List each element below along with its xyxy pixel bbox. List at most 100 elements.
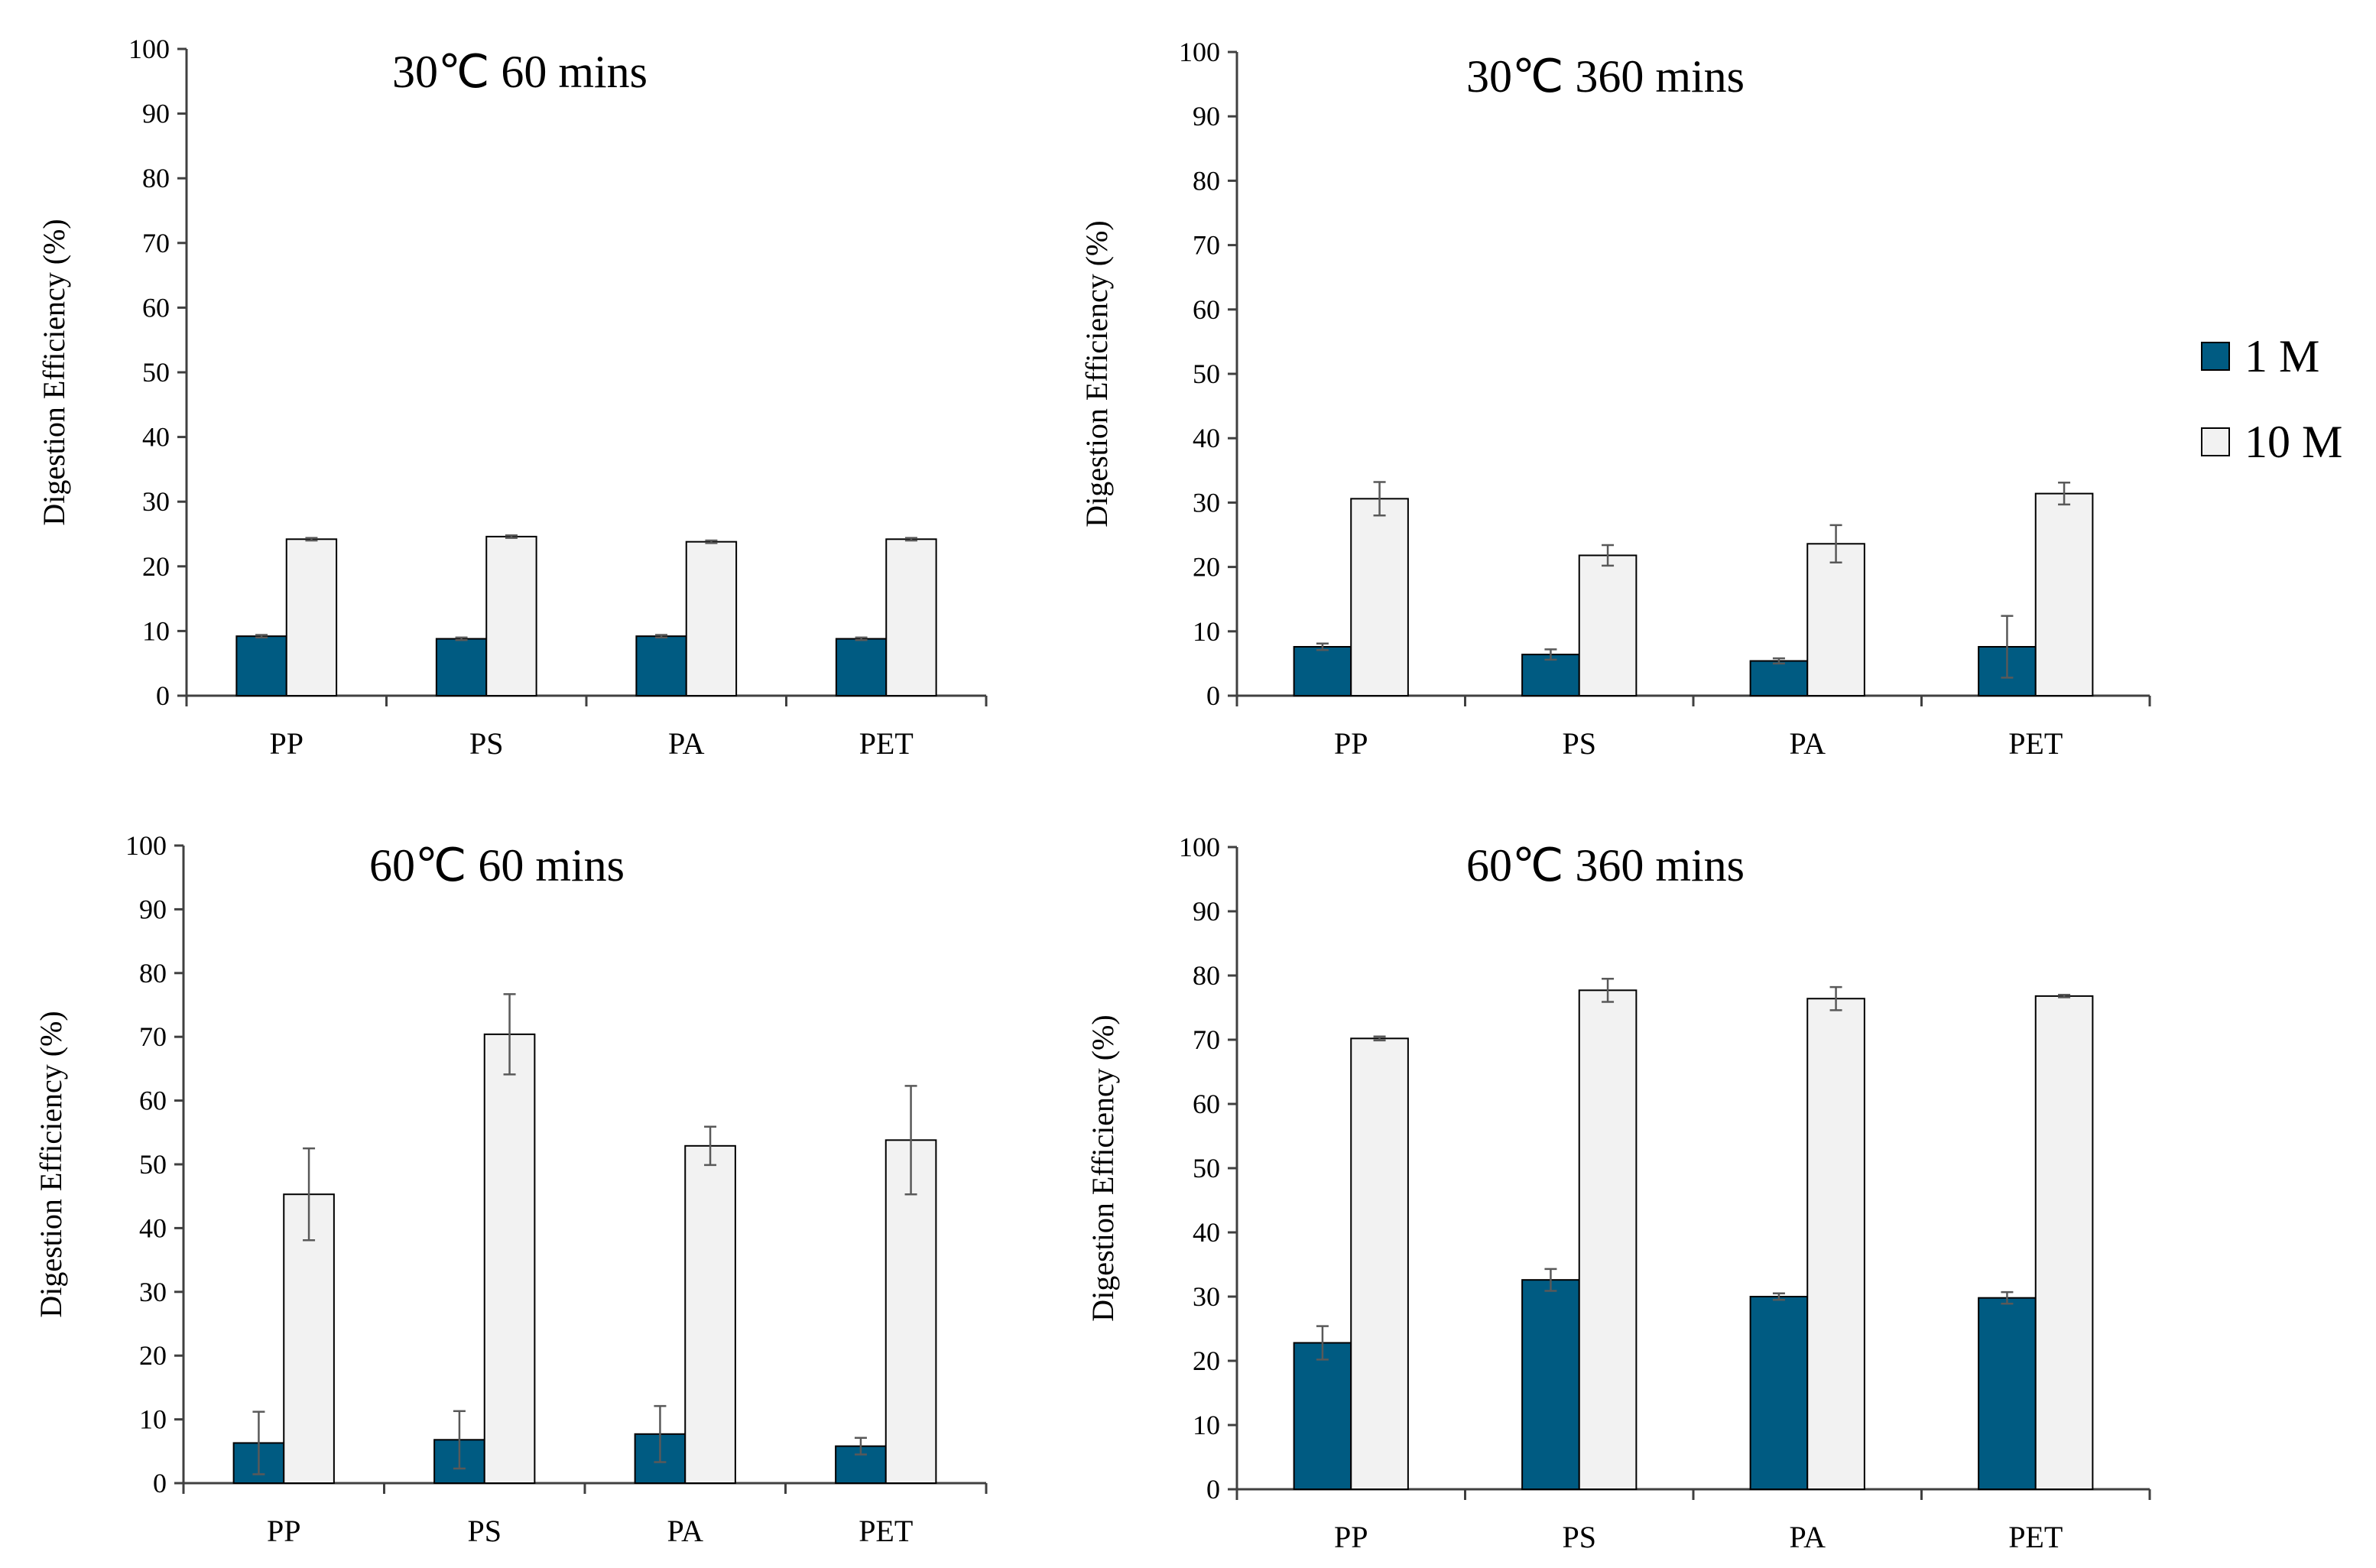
- x-tick-label-ps: PS: [468, 1514, 502, 1548]
- chart-panel-2: 0 10 20 30 40 50 60 70 80 90 100 PP PS PA PET 30℃ 360 m…: [1079, 37, 2151, 761]
- y-tick-label: 90: [142, 99, 170, 129]
- chart-panel-4: 0 10 20 30 40 50 60 70 80 90 100 PP PS PA PET 60℃ 360 m…: [1086, 832, 2151, 1554]
- y-tick-label: 20: [139, 1340, 167, 1371]
- y-tick-label: 20: [1193, 1346, 1220, 1376]
- bar-1m-pp: [1293, 646, 1352, 696]
- bar-10m-pet: [885, 1139, 937, 1484]
- bar-10m-ps: [483, 1033, 536, 1484]
- bar-10m-pa: [1806, 998, 1865, 1490]
- y-tick-label: 70: [142, 228, 170, 258]
- bar-10m-pa: [1806, 543, 1865, 697]
- x-tick-label-pp: PP: [1334, 726, 1368, 761]
- y-tick-label: 10: [142, 615, 170, 646]
- bar-1m-ps: [1521, 654, 1580, 696]
- y-tick-label: 30: [142, 486, 170, 517]
- y-tick-label: 50: [142, 357, 170, 388]
- bar-10m-pp: [1350, 498, 1409, 697]
- y-tick-label: 10: [139, 1404, 167, 1435]
- panel-title: 60℃ 60 mins: [369, 840, 625, 891]
- bar-10m-pp: [283, 1193, 335, 1484]
- y-tick-label: 100: [125, 830, 167, 861]
- y-tick-label: 80: [1193, 960, 1220, 991]
- y-tick-label: 80: [139, 958, 167, 989]
- bar-1m-pet: [1978, 1297, 2037, 1491]
- y-tick-label: 40: [1193, 423, 1220, 453]
- bar-1m-pet: [835, 1445, 887, 1485]
- y-tick-label: 90: [1193, 101, 1220, 131]
- legend-label-1m: 1 M: [2245, 331, 2319, 381]
- x-tick-label-ps: PS: [1563, 726, 1597, 761]
- x-tick-label-pet: PET: [2008, 726, 2063, 761]
- y-tick-label: 60: [142, 292, 170, 323]
- x-tick-label-pet: PET: [2008, 1520, 2063, 1554]
- bar-1m-pet: [835, 638, 888, 696]
- chart-panel-1: 0 10 20 30 40 50 60 70 80 90 100 PP PS PA PET 30℃ 60 mi…: [37, 34, 988, 761]
- bar-10m-pet: [885, 538, 937, 696]
- y-tick-label: 60: [1193, 294, 1220, 325]
- bar-10m-ps: [1578, 989, 1638, 1490]
- y-axis-label: Digestion Efficiency (%): [1086, 1014, 1120, 1321]
- bar-1m-pp: [235, 635, 287, 697]
- bar-10m-pet: [2034, 492, 2094, 696]
- y-tick-label: 0: [156, 680, 170, 711]
- bar-1m-pa: [1749, 1296, 1809, 1490]
- y-tick-label: 30: [1193, 487, 1220, 518]
- y-axis-label: Digestion Efficiency (%): [1079, 220, 1114, 527]
- y-axis-label: Digestion Efficiency (%): [34, 1011, 68, 1317]
- bar-10m-pp: [1350, 1037, 1409, 1490]
- y-tick-label: 0: [1206, 1474, 1220, 1505]
- x-tick-label-pa: PA: [667, 1514, 704, 1548]
- y-tick-label: 40: [142, 422, 170, 453]
- legend: 1 M 10 M: [2201, 331, 2342, 467]
- y-tick-label: 30: [1193, 1281, 1220, 1312]
- y-tick-label: 10: [1193, 1410, 1220, 1440]
- bar-1m-pp: [1293, 1342, 1352, 1490]
- y-tick-label: 40: [1193, 1217, 1220, 1248]
- bar-10m-pa: [684, 1144, 736, 1484]
- panel-title: 30℃ 60 mins: [392, 47, 648, 97]
- x-tick-label-pp: PP: [270, 726, 304, 761]
- x-tick-label-pet: PET: [859, 1514, 913, 1548]
- bar-10m-pet: [2034, 995, 2094, 1490]
- y-tick-label: 0: [1206, 680, 1220, 711]
- y-tick-label: 70: [1193, 1024, 1220, 1055]
- y-tick-label: 0: [153, 1468, 167, 1498]
- y-tick-label: 100: [1179, 37, 1220, 67]
- x-tick-label-pet: PET: [859, 726, 914, 761]
- y-tick-label: 100: [1179, 832, 1220, 862]
- y-tick-label: 90: [1193, 896, 1220, 927]
- x-tick-label-pp: PP: [1334, 1520, 1368, 1554]
- chart-panel-3: 0 10 20 30 40 50 60 70 80 90 100 PP PS PA PET 60℃ 60 mi…: [34, 830, 988, 1548]
- y-tick-label: 90: [139, 894, 167, 924]
- bar-10m-ps: [1578, 554, 1638, 696]
- y-tick-label: 40: [139, 1213, 167, 1243]
- y-tick-label: 50: [1193, 1153, 1220, 1183]
- y-tick-label: 60: [139, 1086, 167, 1116]
- y-tick-label: 50: [139, 1149, 167, 1180]
- legend-swatch-1m: [2201, 342, 2230, 371]
- bar-10m-ps: [485, 535, 537, 696]
- legend-swatch-10m: [2201, 427, 2230, 456]
- bar-10m-pa: [685, 541, 738, 696]
- y-axis-label: Digestion Efficiency (%): [37, 219, 71, 525]
- y-tick-label: 50: [1193, 359, 1220, 389]
- y-tick-label: 100: [128, 34, 170, 64]
- y-tick-label: 80: [142, 163, 170, 193]
- x-tick-label-pa: PA: [668, 726, 705, 761]
- bar-1m-ps: [435, 638, 488, 696]
- y-tick-label: 20: [1193, 552, 1220, 583]
- y-tick-label: 60: [1193, 1089, 1220, 1119]
- x-tick-label-pp: PP: [267, 1514, 301, 1548]
- x-tick-label-pa: PA: [1790, 726, 1826, 761]
- y-tick-label: 70: [1193, 230, 1220, 261]
- bar-1m-pa: [635, 635, 687, 697]
- bar-10m-pp: [285, 538, 338, 696]
- panel-title: 60℃ 360 mins: [1466, 840, 1745, 891]
- panel-title: 30℃ 360 mins: [1466, 51, 1745, 102]
- y-tick-label: 70: [139, 1021, 167, 1052]
- y-tick-label: 80: [1193, 165, 1220, 196]
- x-tick-label-ps: PS: [1563, 1520, 1597, 1554]
- y-tick-label: 30: [139, 1277, 167, 1307]
